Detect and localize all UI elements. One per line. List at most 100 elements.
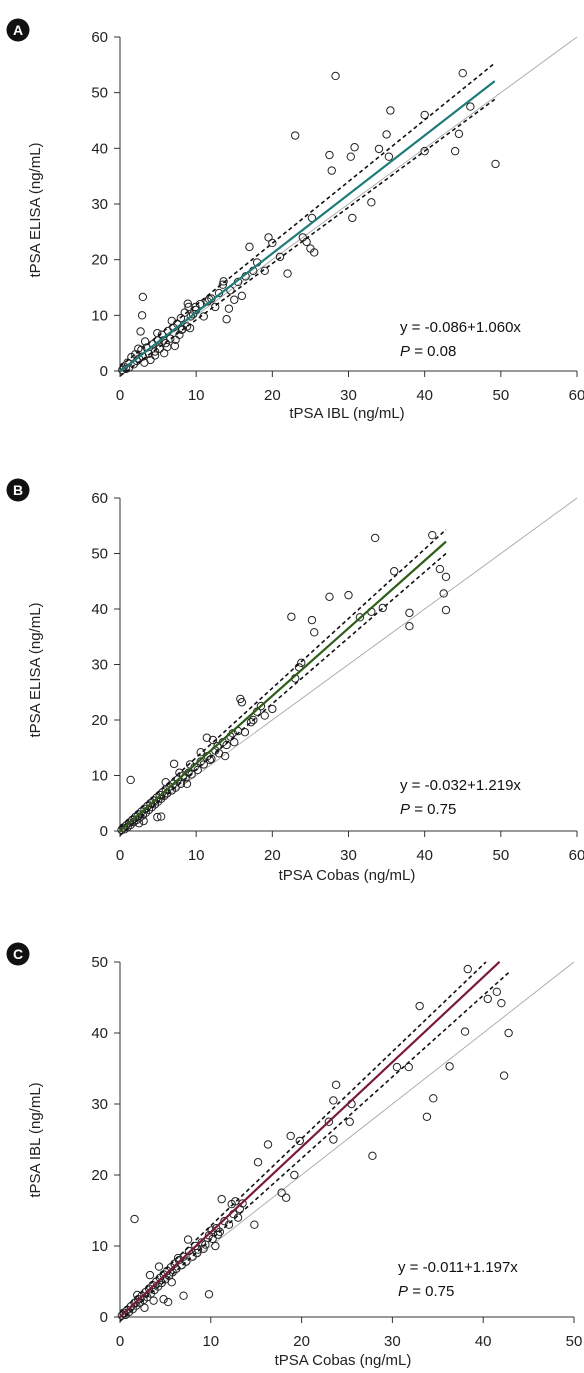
- panel-a-data-point: [219, 277, 228, 286]
- panel-c-p-label: P: [398, 1283, 408, 1300]
- panel-a-data-point: [420, 146, 429, 156]
- panel-c-letter: C: [13, 946, 23, 962]
- panel-c-pvalue: P = 0.75: [398, 1283, 454, 1300]
- panel-c-data-point: [345, 1117, 354, 1126]
- panel-a-data-point: [382, 130, 391, 139]
- panel-c-data-point: [192, 1248, 202, 1258]
- panel-a-data-point: [260, 266, 269, 275]
- panel-b-identity-line: [119, 497, 578, 832]
- panel-a-data-point: [171, 335, 180, 345]
- panel-c-data-point: [277, 1188, 286, 1197]
- panel-c-data-point: [154, 1262, 164, 1271]
- panel-a-data-point: [180, 308, 189, 317]
- panel-b-data-point: [249, 715, 258, 725]
- panel-a-data-point: [161, 338, 170, 348]
- panel-a-data-point: [454, 129, 464, 139]
- panel-c-equation: y = -0.011+1.197x: [398, 1259, 518, 1276]
- panel-a: A tPSA ELISA (ng/mL) tPSA IBL (ng/mL) y …: [6, 18, 584, 422]
- panel-b-data-point: [196, 747, 205, 757]
- panel-a-data-point: [150, 351, 160, 360]
- panel-b-data-point: [175, 768, 184, 777]
- panel-a-data-point: [491, 159, 500, 169]
- panel-c-data-point: [140, 1303, 149, 1312]
- panel-a-data-point: [184, 302, 193, 312]
- panel-b-data-point: [169, 759, 179, 769]
- panel-a-y-tick-label: 40: [91, 140, 108, 157]
- panel-c-x-tick-label: 40: [475, 1333, 492, 1350]
- panel-c-x-tick-label: 0: [116, 1333, 124, 1350]
- panel-c-data-point: [233, 1213, 243, 1222]
- panel-a-data-point: [191, 302, 200, 312]
- panel-c-data-point: [263, 1140, 273, 1149]
- panel-a-data-point: [183, 299, 192, 308]
- panel-b-data-point: [187, 770, 196, 779]
- panel-a-p-value: = 0.08: [414, 343, 456, 360]
- panel-a-data-point: [146, 355, 155, 365]
- panel-c-data-point: [217, 1194, 226, 1204]
- panel-c-data-point: [207, 1226, 216, 1235]
- panel-c-data-point: [179, 1252, 188, 1261]
- panel-a-data-point: [138, 292, 148, 302]
- panel-b-data-point: [246, 718, 256, 727]
- panel-a-data-point: [264, 233, 273, 242]
- panel-b-data-point: [220, 751, 230, 761]
- panel-a-data-point: [153, 328, 162, 338]
- panel-a-data-point: [367, 198, 376, 207]
- panel-a-x-tick-label: 60: [569, 387, 584, 404]
- panel-b-data-point: [428, 530, 437, 540]
- panel-c-y-tick-label: 50: [91, 954, 108, 971]
- panel-b-data-point: [297, 658, 306, 668]
- panel-c-data-point: [329, 1135, 338, 1144]
- panel-b-data-point: [156, 812, 166, 821]
- panel-a-data-point: [137, 311, 147, 320]
- panel-b-ci-upper-line: [119, 529, 447, 828]
- panel-b-data-point: [370, 533, 380, 543]
- panel-b-data-point: [213, 741, 222, 751]
- panel-b-data-point: [193, 765, 202, 775]
- panel-b-data-point: [237, 698, 247, 707]
- panel-b-data-point: [230, 738, 239, 747]
- panel-a-data-point: [348, 213, 357, 223]
- panel-b-data-point: [256, 701, 266, 711]
- panel-c-data-point: [213, 1230, 223, 1239]
- panel-a-x-tick-label: 0: [116, 387, 124, 404]
- panel-b-x-tick-label: 10: [188, 847, 205, 864]
- panel-b-data-point: [199, 760, 208, 769]
- panel-c-data-point: [204, 1290, 214, 1299]
- panel-c-x-tick-label: 20: [293, 1333, 310, 1350]
- panel-b-data-point: [405, 608, 414, 618]
- panel-b-x-tick-label: 40: [416, 847, 433, 864]
- panel-b-data-point: [435, 564, 445, 574]
- panel-b-data-point: [240, 728, 250, 737]
- panel-a-ci-upper-line: [119, 62, 496, 368]
- panel-b-y-tick-label: 60: [91, 490, 108, 507]
- panel-c-ylabel: tPSA IBL (ng/mL): [27, 1082, 44, 1197]
- panel-a-data-point: [275, 252, 285, 262]
- panel-c-y-tick-label: 30: [91, 1096, 108, 1113]
- panel-a-pvalue: P = 0.08: [400, 343, 456, 360]
- panel-a-data-point: [188, 310, 198, 319]
- panel-b-y-tick-label: 10: [91, 768, 108, 785]
- panel-a-badge: [6, 18, 30, 42]
- panel-c-data-point: [445, 1062, 454, 1071]
- panel-a-data-point: [186, 312, 196, 321]
- panel-a-x-tick-label: 50: [492, 387, 509, 404]
- panel-b-p-label: P: [400, 801, 410, 818]
- panel-b-data-point: [378, 603, 387, 613]
- panel-a-data-point: [350, 143, 359, 152]
- panel-b-xlabel: tPSA Cobas (ng/mL): [279, 867, 416, 884]
- panel-b-x-tick-label: 60: [569, 847, 584, 864]
- panel-b-data-point: [441, 572, 451, 582]
- panel-b-data-point: [307, 615, 317, 625]
- panel-b-ylabel: tPSA ELISA (ng/mL): [27, 602, 44, 737]
- panel-a-data-point: [237, 291, 247, 301]
- panel-a-y-tick-label: 0: [100, 363, 108, 380]
- panel-b-data-point: [344, 590, 353, 600]
- panel-b-data-point: [310, 628, 319, 637]
- panel-c-data-point: [208, 1234, 217, 1244]
- panel-c-data-point: [290, 1170, 299, 1180]
- panel-c-y-tick-label: 10: [91, 1238, 108, 1255]
- panel-b-data-point: [171, 783, 180, 792]
- panel-a-x-tick-label: 30: [340, 387, 357, 404]
